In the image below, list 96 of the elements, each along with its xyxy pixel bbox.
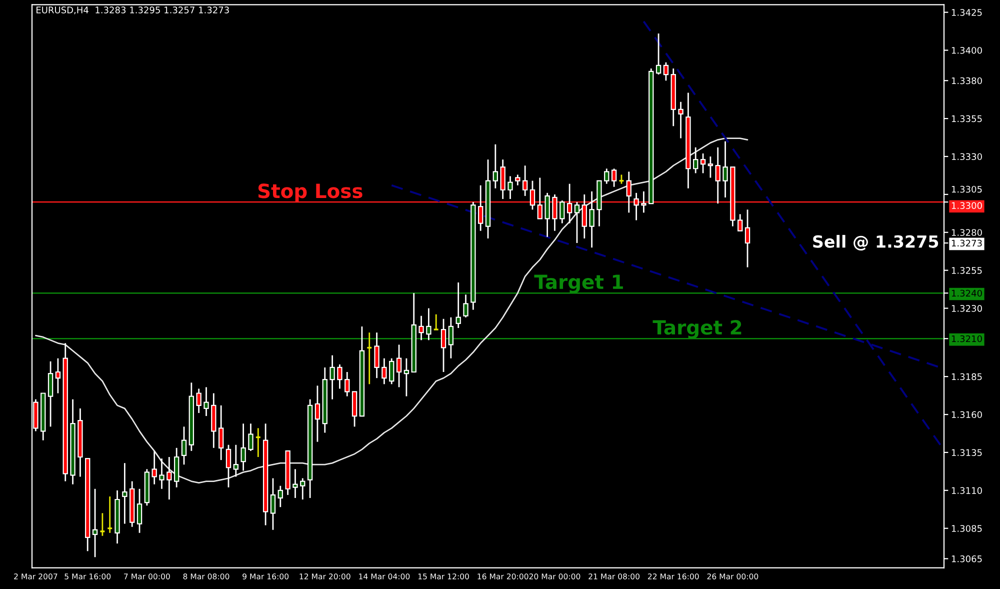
y-tick-label: 1.3380 bbox=[952, 77, 982, 84]
ref-line-label: Target 2 bbox=[652, 320, 742, 339]
candlestick bbox=[492, 144, 498, 190]
y-tick-label: 1.3230 bbox=[952, 304, 982, 312]
candlestick bbox=[233, 444, 238, 478]
candlestick bbox=[566, 183, 572, 224]
annotation: Sell @ 1.3275 bbox=[813, 234, 938, 250]
candlestick bbox=[634, 192, 639, 221]
candlestick bbox=[136, 488, 142, 534]
y-tick-label: 1.3085 bbox=[952, 525, 982, 532]
y-tick-label: 1.3355 bbox=[952, 115, 982, 122]
candlestick bbox=[106, 496, 113, 534]
candlestick bbox=[374, 332, 380, 379]
candlestick bbox=[508, 176, 513, 200]
candlestick bbox=[389, 358, 394, 385]
candlestick bbox=[744, 208, 750, 268]
candlestick bbox=[522, 164, 528, 197]
chart-title: EURUSD,H4 1.3283 1.3295 1.3257 1.3273 bbox=[36, 6, 229, 14]
candlestick bbox=[693, 146, 698, 174]
candlestick bbox=[560, 200, 565, 224]
candlestick bbox=[204, 386, 209, 417]
candlestick bbox=[270, 478, 276, 531]
y-tick-label: 1.3305 bbox=[952, 186, 982, 193]
candlestick bbox=[344, 371, 350, 397]
candlestick bbox=[404, 358, 410, 397]
candlestick bbox=[292, 468, 298, 499]
candlestick bbox=[330, 354, 335, 400]
candlestick bbox=[433, 314, 440, 330]
candlestick bbox=[314, 384, 320, 443]
candlestick bbox=[656, 32, 662, 76]
candlestick bbox=[48, 360, 54, 428]
candlestick bbox=[159, 458, 164, 490]
y-tick-label: 1.3160 bbox=[952, 411, 982, 418]
candlestick bbox=[152, 450, 157, 486]
candlestick bbox=[663, 62, 669, 82]
candlestick bbox=[92, 488, 98, 558]
candlestick bbox=[456, 282, 461, 329]
y-tick-label: 1.3210 bbox=[952, 335, 982, 342]
candlestick bbox=[218, 404, 224, 461]
candlestick bbox=[300, 478, 306, 500]
candlestick bbox=[478, 184, 484, 232]
candlestick bbox=[618, 174, 625, 184]
candlestick bbox=[708, 156, 714, 178]
ref-line-label: Target 1 bbox=[534, 274, 623, 294]
candlestick bbox=[515, 174, 520, 186]
y-tick-label: 1.3280 bbox=[952, 229, 982, 236]
y-tick-label: 1.3300 bbox=[952, 202, 982, 210]
candlestick bbox=[55, 358, 61, 394]
candlestick bbox=[552, 194, 558, 232]
y-tick-label: 1.3330 bbox=[952, 153, 982, 160]
candlestick bbox=[611, 168, 617, 188]
candlestick bbox=[278, 485, 283, 508]
candlestick bbox=[255, 427, 262, 458]
line-series bbox=[35, 138, 748, 484]
candlestick bbox=[448, 316, 454, 360]
y-tick-label: 1.3110 bbox=[952, 487, 982, 494]
candlestick bbox=[248, 422, 254, 452]
candlestick bbox=[382, 358, 387, 385]
candlestick bbox=[181, 426, 187, 466]
candlestick bbox=[122, 462, 128, 524]
y-tick-label: 1.3135 bbox=[952, 449, 982, 456]
candlestick bbox=[722, 140, 728, 198]
y-tick-label: 1.3240 bbox=[952, 290, 982, 297]
y-tick-label: 1.3065 bbox=[952, 555, 982, 562]
candlestick bbox=[440, 318, 446, 373]
candlestick bbox=[678, 101, 684, 139]
y-tick-label: 1.3400 bbox=[952, 46, 982, 54]
candlestick bbox=[530, 180, 536, 210]
candlestick bbox=[337, 364, 342, 390]
candlestick bbox=[463, 294, 468, 318]
candlestick bbox=[166, 456, 172, 500]
candlestick bbox=[738, 213, 743, 232]
ref-line-label: Stop Loss bbox=[258, 184, 362, 202]
candlestick bbox=[574, 201, 580, 244]
candlestick bbox=[604, 168, 610, 184]
candlestick bbox=[99, 512, 106, 537]
y-tick-label: 1.3273 bbox=[952, 240, 982, 247]
candlestick bbox=[500, 158, 506, 200]
candlestick bbox=[426, 308, 432, 341]
candlestick bbox=[582, 194, 587, 240]
candlestick bbox=[226, 444, 232, 488]
candlestick bbox=[240, 422, 246, 472]
candlestick bbox=[715, 146, 720, 204]
y-tick-label: 1.3185 bbox=[952, 373, 982, 380]
candlestick bbox=[544, 192, 550, 238]
candlestick bbox=[626, 170, 632, 214]
candlestick bbox=[537, 177, 542, 220]
y-tick-label: 1.3425 bbox=[952, 9, 982, 16]
candlestick bbox=[396, 344, 402, 388]
candlestick bbox=[589, 190, 594, 248]
candlestick bbox=[196, 388, 202, 414]
candlestick bbox=[418, 315, 424, 341]
candlestick bbox=[366, 332, 372, 385]
candlestick bbox=[641, 190, 646, 214]
y-tick-label: 1.3255 bbox=[952, 267, 982, 274]
candlestick bbox=[700, 152, 706, 174]
